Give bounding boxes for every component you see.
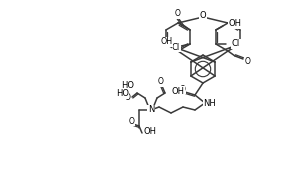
Text: HO: HO — [121, 81, 134, 90]
Text: NH: NH — [204, 99, 216, 108]
Text: Cl: Cl — [232, 39, 240, 48]
Text: N: N — [148, 106, 154, 115]
Text: OH: OH — [161, 38, 173, 47]
Text: OH: OH — [144, 126, 157, 135]
Text: O: O — [158, 78, 164, 87]
Text: O: O — [174, 10, 180, 19]
Text: O: O — [125, 94, 131, 103]
Text: HO: HO — [116, 89, 129, 98]
Text: OH: OH — [172, 87, 185, 96]
Text: O: O — [180, 84, 186, 94]
Text: Cl: Cl — [172, 42, 180, 52]
Text: OH: OH — [229, 20, 242, 29]
Text: O: O — [200, 12, 206, 21]
Text: O: O — [245, 56, 251, 65]
Text: O: O — [129, 116, 135, 125]
